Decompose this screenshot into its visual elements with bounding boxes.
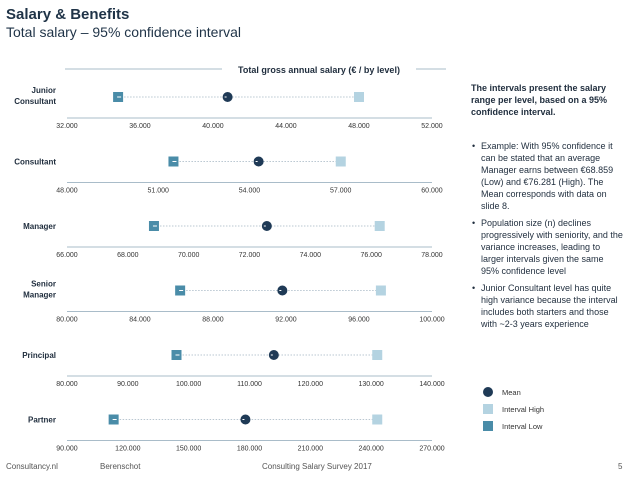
level-label-principal: Principal [22, 351, 56, 360]
footer-partner: Berenschot [100, 462, 141, 471]
tick-label: 80.000 [56, 381, 78, 388]
mean-marker-icon [483, 387, 493, 397]
tick-label: 51.000 [148, 188, 170, 195]
interval-high-marker [375, 285, 386, 296]
mean-marker [268, 350, 279, 360]
tick-label: 150.000 [176, 446, 201, 453]
tick-label: 90.000 [117, 381, 139, 388]
tick-label: 130.000 [359, 381, 384, 388]
tick-label: 100.000 [419, 317, 444, 324]
tick-label: 68.000 [117, 252, 139, 259]
tick-label: 120.000 [298, 381, 323, 388]
tick-label: 40.000 [202, 123, 224, 130]
interval-high-marker [372, 350, 383, 360]
chart-title: Total gross annual salary (€ / by level) [238, 65, 400, 75]
sidebar-bullet: Example: With 95% confidence it can be s… [471, 140, 623, 212]
sidebar-bullets: Example: With 95% confidence it can be s… [471, 140, 623, 335]
tick-label: 96.000 [348, 317, 370, 324]
tick-label: 70.000 [178, 252, 200, 259]
sidebar-intro: The intervals present the salary range p… [471, 83, 608, 117]
tick-label: 180.000 [237, 446, 262, 453]
tick-label: 88.000 [202, 317, 224, 324]
tick-label: 92.000 [275, 317, 297, 324]
legend-interval-high: Interval High [482, 402, 544, 416]
tick-label: 60.000 [421, 188, 443, 195]
tick-label: 120.000 [115, 446, 140, 453]
tick-label: 270.000 [419, 446, 444, 453]
level-label-partner: Partner [28, 416, 56, 425]
tick-label: 80.000 [56, 317, 78, 324]
tick-label: 54.000 [239, 188, 261, 195]
tick-label: 32.000 [56, 123, 78, 130]
mean-marker [222, 92, 233, 102]
tick-label: 78.000 [421, 252, 443, 259]
footer-source: Consultancy.nl [6, 462, 58, 471]
tick-label: 240.000 [359, 446, 384, 453]
level-label-manager: Manager [23, 222, 56, 231]
tick-label: 72.000 [239, 252, 261, 259]
level-label-junior-consultant: Junior Consultant [14, 86, 56, 106]
legend-interval-high-label: Interval High [502, 404, 545, 414]
mean-marker [240, 414, 251, 425]
legend-interval-low-label: Interval Low [502, 421, 543, 431]
tick-label: 110.000 [237, 381, 262, 388]
interval-high-marker [354, 92, 364, 102]
mean-marker [277, 285, 288, 296]
footer-publication: Consulting Salary Survey 2017 [262, 462, 372, 471]
tick-label: 76.000 [360, 252, 382, 259]
footer-page-number: 5 [618, 462, 623, 471]
interval-high-marker [374, 221, 385, 231]
tick-label: 66.000 [56, 252, 78, 259]
mean-marker [253, 156, 264, 167]
sidebar-bullet: Population size (n) declines progressive… [471, 217, 623, 277]
tick-label: 84.000 [129, 317, 151, 324]
page-title: Salary & Benefits [6, 6, 130, 23]
tick-label: 100.000 [176, 381, 201, 388]
tick-label: 74.000 [300, 252, 322, 259]
mean-marker [261, 221, 272, 231]
sidebar-bullet: Junior Consultant level has quite high v… [471, 282, 623, 330]
tick-label: 57.000 [330, 188, 352, 195]
tick-label: 140.000 [419, 381, 444, 388]
tick-label: 48.000 [56, 188, 78, 195]
level-label-consultant: Consultant [14, 158, 56, 167]
level-label-senior-manager: Senior Manager [23, 280, 56, 300]
interval-high-marker [372, 414, 383, 425]
interval-low-marker-icon [483, 421, 493, 431]
legend-interval-low: Interval Low [482, 419, 542, 433]
page-subtitle: Total salary – 95% confidence interval [6, 24, 242, 40]
tick-label: 48.000 [348, 123, 370, 130]
interval-high-marker [335, 156, 346, 167]
tick-label: 210.000 [298, 446, 323, 453]
interval-high-marker-icon [483, 404, 493, 414]
tick-label: 90.000 [56, 446, 78, 453]
tick-label: 52.000 [421, 123, 443, 130]
legend-mean: Mean [482, 385, 521, 399]
legend-mean-label: Mean [502, 387, 521, 397]
tick-label: 44.000 [275, 123, 297, 130]
tick-label: 36.000 [129, 123, 151, 130]
